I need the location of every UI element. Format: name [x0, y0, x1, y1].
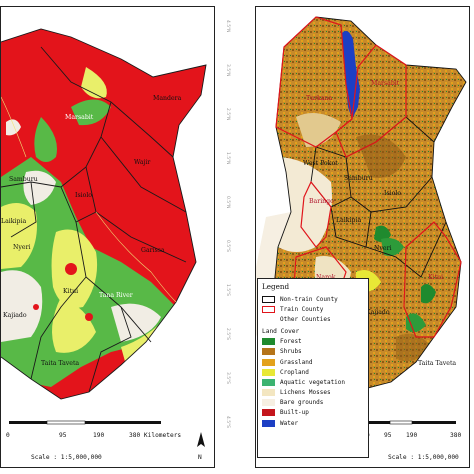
graticule-label: 4.5°N — [225, 20, 230, 33]
scale-tick: 190 — [93, 432, 104, 439]
graticule-gutter: 4.5°N 3.5°N 2.5°N 1.5°N 0.5°N 0.5°S 1.5°… — [218, 6, 252, 468]
legend-item: Aquatic vegetation — [262, 377, 364, 387]
legend-item: Built-up — [262, 408, 364, 418]
legend-item: Forest — [262, 337, 364, 347]
legend-swatch — [262, 295, 275, 303]
county-label: Isiolo — [384, 190, 401, 197]
legend-label: Built-up — [280, 409, 309, 417]
legend-swatch — [262, 368, 275, 376]
right-map-labels: Turkana Marsabit West Pokot Samburu Bari… — [303, 80, 456, 367]
left-map-labels: Marsabit Mandera Wajir Samburu Isiolo La… — [1, 95, 182, 367]
legend-label: Non-train County — [280, 295, 338, 303]
river-lines — [1, 96, 177, 303]
legend-swatch — [262, 358, 275, 366]
county-label: West Pokot — [303, 160, 338, 167]
county-label: Marsabit — [371, 80, 400, 87]
graticule-label: 2.5°N — [225, 108, 230, 121]
legend-item: Lichens Mosses — [262, 388, 364, 398]
graticule-label: 1.5°N — [225, 152, 230, 165]
graticule-label: 0.5°N — [225, 196, 230, 209]
county-label: Turkana — [306, 95, 332, 102]
suitability-map: Marsabit Mandera Wajir Samburu Isiolo La… — [1, 7, 214, 467]
legend-label: Shrubs — [280, 348, 302, 356]
legend-subtitle: Land Cover — [262, 327, 300, 335]
legend-label: Forest — [280, 338, 302, 346]
scale-tick: 380 — [450, 432, 461, 439]
scale-tick: 95 — [384, 432, 392, 439]
county-label: Wajir — [134, 159, 150, 166]
county-label: Mandera — [153, 95, 182, 102]
scale-text: Scale : 1:5,000,000 — [388, 454, 459, 461]
graticule-label: 3.5°S — [225, 372, 230, 384]
graticule-label: 4.5°S — [225, 416, 230, 428]
legend-label: Grassland — [280, 358, 313, 366]
legend-swatch — [262, 378, 275, 386]
legend-label: Lichens Mosses — [280, 389, 331, 397]
county-label: Narok — [316, 274, 336, 281]
north-arrow-icon: N — [197, 432, 205, 461]
legend-swatch — [262, 389, 275, 397]
legend-swatch — [262, 315, 275, 323]
legend-swatch — [262, 409, 275, 417]
graticule-label: 0.5°S — [225, 240, 230, 252]
legend-title: Legend — [262, 282, 290, 291]
legend-item: Other Counties — [262, 314, 364, 324]
legend-item: Non-train County — [262, 294, 364, 304]
county-label: Kajiado — [3, 312, 27, 319]
legend-item: Train County — [262, 304, 364, 314]
graticule-label: 3.5°N — [225, 64, 230, 77]
legend-label: Aquatic vegetation — [280, 378, 346, 386]
county-label: Kajiado — [366, 309, 390, 316]
graticule-label: 2.5°S — [225, 328, 230, 340]
county-label: Kitui — [428, 274, 443, 281]
county-label: Baringo — [309, 198, 334, 205]
county-label: Samburu — [344, 175, 373, 182]
county-label: Nyeri — [374, 245, 392, 252]
county-label: Laikipia — [336, 217, 361, 224]
county-boundaries — [1, 28, 207, 400]
legend-item: Cropland — [262, 367, 364, 377]
scale-text: Scale : 1:5,000,000 — [31, 454, 102, 461]
suitability-fill — [1, 29, 206, 399]
scale-tick: 380 Kilometers — [129, 432, 181, 439]
legend-item: Water — [262, 418, 364, 428]
legend-label: Water — [280, 419, 299, 427]
county-label: Garissa — [141, 247, 165, 254]
county-label: Taita Taveta — [418, 360, 456, 367]
scale-tick: 190 — [406, 432, 417, 439]
suitability-map-panel: Marsabit Mandera Wajir Samburu Isiolo La… — [0, 6, 215, 468]
county-label: Taita Taveta — [41, 360, 79, 367]
legend-item: Shrubs — [262, 347, 364, 357]
legend-swatch — [262, 419, 275, 427]
county-label: Nyeri — [13, 244, 31, 251]
county-label: Samburu — [9, 176, 38, 183]
map-legend: Legend Non-train County Train County Oth… — [257, 278, 369, 458]
county-label: Laikipia — [1, 218, 26, 225]
legend-item: Bare grounds — [262, 398, 364, 408]
scale-tick: 0 — [6, 432, 10, 439]
legend-swatch — [262, 338, 275, 346]
legend-item: Grassland — [262, 357, 364, 367]
legend-swatch — [262, 348, 275, 356]
county-label: Isiolo — [75, 192, 92, 199]
legend-swatch — [262, 399, 275, 407]
legend-label: Other Counties — [280, 315, 331, 323]
legend-label: Train County — [280, 305, 324, 313]
svg-text:N: N — [198, 454, 202, 461]
left-scale-bar: 0 95 190 380 Kilometers Scale : 1:5,000,… — [6, 420, 181, 461]
legend-label: Bare grounds — [280, 399, 324, 407]
legend-label: Cropland — [280, 368, 309, 376]
graticule-label: 1.5°S — [225, 284, 230, 296]
legend-swatch — [262, 305, 275, 313]
county-label: Tana River — [99, 292, 133, 299]
county-label: Kitui — [63, 288, 78, 295]
county-label: Marsabit — [65, 114, 94, 121]
scale-tick: 95 — [59, 432, 67, 439]
